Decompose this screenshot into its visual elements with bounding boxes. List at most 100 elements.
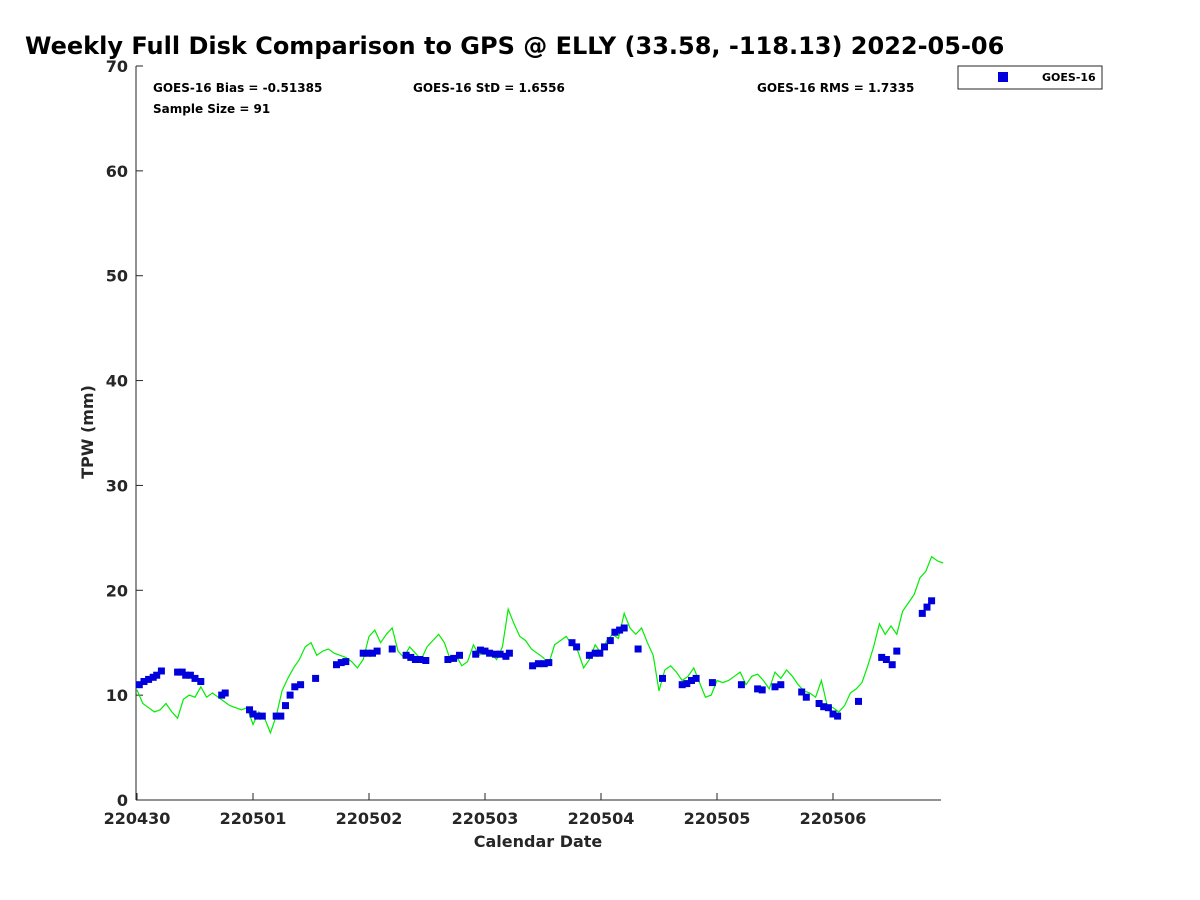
goes16-point (402, 651, 410, 659)
goes16-point (272, 712, 280, 720)
legend-entry-goes16: GOES-16 (1042, 71, 1096, 84)
goes16-point (416, 656, 424, 663)
goes16-point (444, 656, 452, 663)
goes16-point (249, 710, 257, 718)
x-tick-label: 220506 (800, 809, 867, 828)
x-tick-label: 220505 (684, 809, 751, 828)
goes16-point (829, 710, 837, 718)
goes16-point (373, 647, 381, 655)
x-tick-label: 220504 (568, 809, 635, 828)
goes16-point (359, 649, 367, 657)
goes16-point (918, 609, 926, 617)
goes16-point (254, 712, 262, 720)
goes16-point (611, 628, 619, 636)
y-axis-label: TPW (mm) (78, 385, 97, 479)
goes16-point (737, 681, 745, 689)
goes16-point (246, 706, 253, 714)
goes16-point (491, 650, 499, 658)
goes16-point (928, 597, 936, 605)
stat-rms: GOES-16 RMS = 1.7335 (757, 81, 914, 95)
stat-bias: GOES-16 Bias = -0.51385 (153, 81, 322, 95)
goes16-point (476, 646, 484, 654)
goes16-point (815, 700, 823, 707)
y-axis-ticks: 0 10 20 30 40 50 60 70 (106, 57, 143, 810)
goes16-point (388, 645, 396, 653)
goes16-point (411, 656, 419, 663)
y-tick-label: 60 (106, 162, 128, 181)
goes16-point (407, 653, 415, 661)
goes16-point (486, 649, 494, 657)
series-layer (135, 555, 944, 735)
goes16-point (878, 653, 886, 661)
gps-tpw-line (136, 555, 944, 735)
goes16-point (606, 637, 614, 645)
goes16-point (634, 645, 642, 653)
goes16-point (182, 671, 190, 679)
goes16-point (834, 712, 842, 720)
goes16-point (616, 626, 624, 634)
goes16-point (422, 657, 430, 664)
goes16-point (923, 603, 931, 611)
goes16-point (337, 659, 345, 667)
legend: GOES-16 (957, 65, 1103, 90)
goes16-point (678, 681, 686, 689)
x-tick-label: 220501 (220, 809, 287, 828)
goes16-point (174, 668, 182, 676)
goes16-point (540, 660, 548, 668)
goes16-point (596, 649, 604, 657)
stat-std: GOES-16 StD = 1.6556 (413, 81, 565, 95)
goes16-point (754, 685, 762, 693)
goes16-point (258, 712, 266, 720)
y-tick-label: 40 (106, 372, 128, 391)
goes16-point (186, 671, 194, 679)
goes16-point (802, 693, 810, 701)
goes16-point (291, 683, 299, 691)
goes16-point (333, 661, 340, 669)
x-tick-label: 220502 (336, 809, 403, 828)
y-tick-label: 50 (106, 267, 128, 286)
goes16-point (364, 649, 372, 657)
goes16-point (573, 643, 581, 651)
y-tick-label: 30 (106, 476, 128, 495)
goes16-point (568, 639, 576, 647)
goes16-point (545, 659, 553, 667)
legend-marker-goes16 (998, 72, 1008, 82)
goes16-point (534, 660, 542, 668)
goes16-point (369, 649, 376, 657)
goes16-point (824, 704, 832, 712)
goes16-point (191, 674, 199, 682)
goes16-point (286, 691, 294, 699)
goes16-point (221, 689, 229, 697)
goes16-point (312, 674, 320, 682)
x-tick-label: 220503 (452, 809, 519, 828)
goes16-point (591, 649, 599, 657)
goes16-point (472, 650, 480, 658)
goes16-point (777, 681, 785, 689)
goes16-point (820, 703, 828, 711)
goes16-point (882, 656, 890, 663)
goes16-point (135, 681, 143, 689)
y-tick-label: 70 (106, 57, 128, 76)
goes16-point (688, 677, 695, 684)
goes16-point (140, 678, 148, 685)
goes16-point (659, 674, 666, 682)
goes16-point (481, 647, 489, 655)
goes16-point (496, 650, 504, 658)
goes16-point (683, 680, 691, 688)
goes16-point (692, 674, 700, 682)
goes16-point (771, 683, 779, 691)
goes16-point (145, 675, 153, 683)
goes16-point (157, 667, 165, 675)
goes16-point (153, 671, 161, 679)
goes16-point (855, 697, 862, 705)
y-tick-label: 10 (106, 686, 128, 705)
goes16-point (601, 643, 608, 651)
y-tick-label: 20 (106, 581, 128, 600)
goes16-point (893, 647, 901, 655)
goes16-point (529, 662, 537, 670)
goes16-point (708, 679, 716, 687)
goes16-point (277, 712, 285, 720)
goes16-point (620, 624, 628, 632)
goes16-point (798, 688, 806, 696)
